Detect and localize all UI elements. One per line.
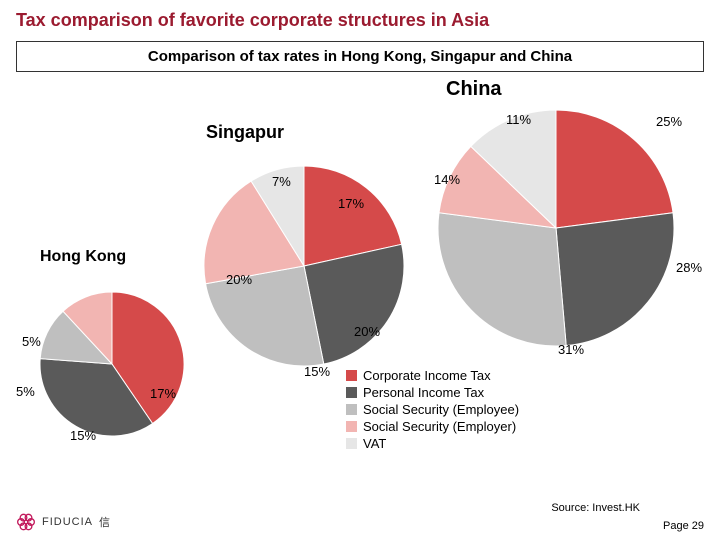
legend-item: Corporate Income Tax xyxy=(346,368,519,383)
slice-label: 31% xyxy=(558,342,584,357)
slice-label: 15% xyxy=(70,428,96,443)
hongkong-pie xyxy=(40,292,184,436)
slice-label: 5% xyxy=(16,384,35,399)
page-title: Tax comparison of favorite corporate str… xyxy=(16,10,704,31)
slice-label: 25% xyxy=(656,114,682,129)
legend-item: Social Security (Employee) xyxy=(346,402,519,417)
legend-label: Social Security (Employee) xyxy=(363,402,519,417)
slice-label: 15% xyxy=(304,364,330,379)
legend-label: Personal Income Tax xyxy=(363,385,484,400)
legend-label: VAT xyxy=(363,436,386,451)
legend-label: Social Security (Employer) xyxy=(363,419,516,434)
legend-item: Personal Income Tax xyxy=(346,385,519,400)
legend-label: Corporate Income Tax xyxy=(363,368,491,383)
legend-item: Social Security (Employer) xyxy=(346,419,519,434)
legend-swatch xyxy=(346,370,357,381)
page-number: Page 29 xyxy=(663,520,704,532)
brand-text: FIDUCIA xyxy=(42,516,93,528)
legend-swatch xyxy=(346,404,357,415)
flower-icon xyxy=(16,512,36,532)
hongkong-label: Hong Kong xyxy=(40,248,126,266)
legend-swatch xyxy=(346,421,357,432)
legend-swatch xyxy=(346,438,357,449)
slice-label: 14% xyxy=(434,172,460,187)
footer-brand: FIDUCIA 信 xyxy=(16,512,111,532)
slice-label: 20% xyxy=(354,324,380,339)
slice-label: 17% xyxy=(150,386,176,401)
slice-label: 28% xyxy=(676,260,702,275)
slice-label: 7% xyxy=(272,174,291,189)
source-text: Source: Invest.HK xyxy=(551,502,640,514)
brand-cn: 信 xyxy=(99,514,111,530)
slice-label: 11% xyxy=(506,112,531,127)
chart-area: Corporate Income Tax Personal Income Tax S… xyxy=(16,80,704,460)
legend-swatch xyxy=(346,387,357,398)
slice-label: 17% xyxy=(338,196,364,211)
legend-item: VAT xyxy=(346,436,519,451)
slice-label: 5% xyxy=(22,334,41,349)
singapur-label: Singapur xyxy=(206,122,284,143)
legend: Corporate Income Tax Personal Income Tax S… xyxy=(346,368,519,453)
subtitle-box: Comparison of tax rates in Hong Kong, Si… xyxy=(16,41,704,72)
china-pie xyxy=(438,110,674,346)
slice-label: 20% xyxy=(226,272,252,287)
china-label: China xyxy=(446,78,502,101)
